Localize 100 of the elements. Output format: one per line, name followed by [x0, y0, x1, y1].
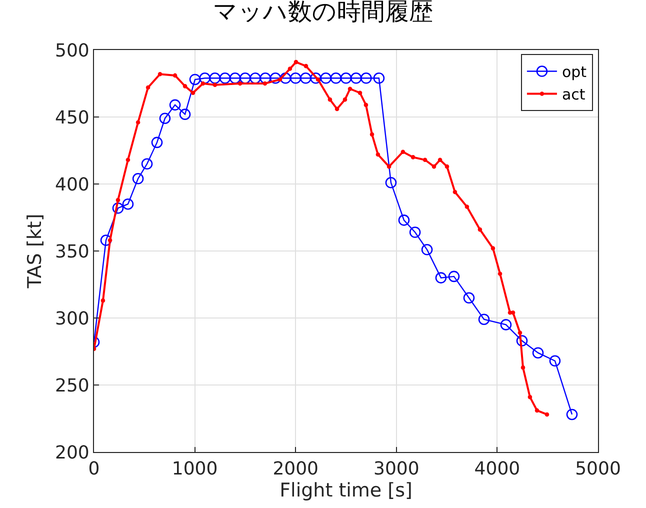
point: [544, 412, 550, 417]
point: [435, 272, 447, 284]
point: [448, 270, 460, 282]
point: [100, 234, 112, 246]
point: [498, 272, 502, 276]
chart-title: マッハ数の時間履歴: [213, 0, 433, 26]
point: [350, 72, 362, 84]
point: [364, 102, 368, 108]
point: [432, 164, 436, 169]
point: [278, 77, 282, 82]
point: [438, 158, 442, 162]
point: [238, 81, 242, 86]
point: [100, 298, 106, 303]
legend-label: act: [562, 86, 586, 104]
point: [112, 202, 124, 214]
point: [182, 84, 188, 88]
point: [320, 72, 332, 84]
y-tick-label: 200: [55, 442, 90, 464]
point: [400, 150, 406, 154]
point: [240, 72, 251, 84]
point: [518, 330, 522, 335]
point: [250, 72, 261, 84]
x-axis-title: Flight time [s]: [280, 480, 412, 502]
point: [300, 72, 312, 84]
point: [376, 152, 380, 157]
y-axis-title: TAS [kt]: [24, 214, 46, 290]
point: [189, 74, 201, 86]
x-tick-label: 0: [88, 458, 100, 480]
point: [478, 314, 490, 325]
point: [126, 158, 130, 162]
point: [116, 198, 120, 202]
point: [534, 408, 540, 413]
point: [410, 155, 416, 160]
y-tick-label: 250: [55, 375, 90, 396]
x-tick-label: 3000: [373, 458, 420, 480]
point: [136, 120, 140, 125]
point: [294, 60, 298, 64]
point: [334, 106, 340, 112]
x-tick-label: 1000: [172, 458, 218, 480]
point: [200, 81, 206, 86]
point: [169, 99, 181, 111]
point: [342, 97, 348, 102]
point: [108, 238, 112, 242]
point: [262, 81, 268, 86]
point: [360, 72, 372, 84]
point: [151, 136, 163, 148]
point: [229, 72, 241, 84]
point: [288, 66, 292, 71]
point: [463, 292, 475, 304]
point: [398, 214, 410, 226]
point: [122, 198, 134, 210]
y-tick-label: 500: [55, 40, 90, 62]
point: [132, 172, 144, 184]
point: [528, 394, 532, 400]
point: [409, 226, 421, 238]
point: [422, 158, 428, 162]
y-tick-label: 300: [55, 308, 90, 330]
point: [340, 72, 352, 84]
point: [270, 72, 282, 84]
point: [209, 72, 221, 84]
point: [280, 72, 292, 84]
point: [520, 365, 526, 370]
point: [158, 72, 162, 76]
legend-label: opt: [562, 63, 587, 82]
x-tick-label: 4000: [474, 458, 520, 480]
point: [549, 355, 561, 367]
point: [532, 347, 544, 358]
point: [370, 132, 374, 137]
point: [310, 72, 322, 84]
point: [500, 319, 512, 330]
y-tick-label: 450: [55, 107, 90, 128]
x-tick-label: 5000: [575, 458, 621, 480]
point: [199, 72, 211, 84]
point: [478, 227, 482, 232]
point: [464, 204, 470, 209]
point: [373, 72, 385, 84]
x-tick-label: 2000: [272, 458, 319, 480]
point: [330, 72, 342, 84]
point: [179, 108, 191, 120]
point: [290, 72, 302, 84]
point: [141, 158, 153, 170]
y-tick-label: 400: [55, 174, 90, 196]
point: [386, 164, 392, 169]
point: [172, 73, 178, 78]
point: [385, 177, 397, 188]
point: [490, 246, 496, 250]
point: [444, 164, 450, 169]
point: [190, 90, 196, 96]
point: [260, 72, 272, 84]
point: [159, 112, 171, 124]
point: [212, 82, 218, 87]
point: [358, 90, 362, 96]
point: [219, 72, 231, 84]
point: [304, 64, 308, 68]
point: [348, 86, 352, 92]
point: [516, 335, 528, 346]
point: [452, 190, 458, 194]
point: [421, 244, 433, 256]
point: [146, 85, 150, 90]
y-tick-label: 350: [55, 241, 90, 262]
